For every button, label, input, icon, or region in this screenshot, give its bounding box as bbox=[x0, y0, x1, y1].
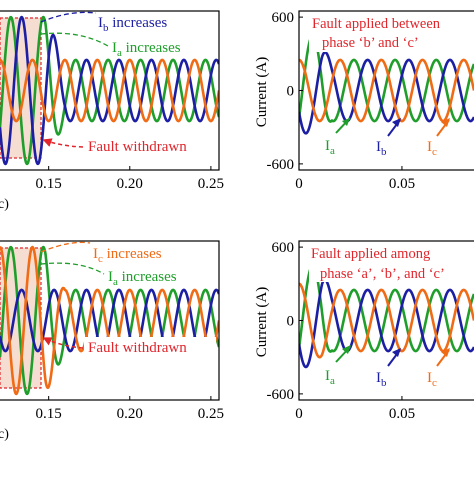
ia-leader-line bbox=[40, 262, 105, 275]
fault-withdrawn-arrow bbox=[42, 337, 84, 349]
fault-withdrawn-label: Fault withdrawn bbox=[88, 340, 187, 356]
series-line-ic bbox=[0, 58, 219, 123]
ib-arrow-head bbox=[392, 118, 401, 127]
series-line-ic bbox=[299, 58, 474, 123]
y-tick-label: 0 bbox=[287, 84, 295, 100]
y-tick-label: 600 bbox=[272, 10, 295, 26]
x-tick-label: 0.20 bbox=[117, 176, 143, 192]
ic-label: Ic bbox=[427, 370, 437, 389]
y-tick-label: -600 bbox=[267, 387, 295, 403]
fault-withdrawn-bg bbox=[84, 136, 216, 156]
x-axis-ticks: 0.15 0.20 0.25 bbox=[36, 396, 224, 422]
series-line-ia bbox=[299, 264, 474, 353]
x-tick-label: 0.05 bbox=[389, 406, 415, 422]
fault-withdrawn-arrow bbox=[42, 138, 84, 148]
series-line-ic bbox=[299, 282, 474, 359]
y-axis-label: Current (A) bbox=[254, 287, 270, 357]
x-axis-ticks: 0.15 0.20 0.25 bbox=[36, 166, 224, 192]
panel-top-left: 0.15 0.20 0.25 Ib increases Ia increases F… bbox=[0, 10, 224, 212]
series-line-ib bbox=[0, 288, 219, 353]
ib-label: Ib bbox=[376, 370, 387, 389]
ia-label: Ia bbox=[325, 138, 335, 157]
x-tick-label: 0.05 bbox=[389, 176, 415, 192]
ia-leader-line bbox=[40, 32, 109, 47]
y-tick-label: -600 bbox=[267, 157, 295, 173]
plot-frame bbox=[0, 10, 220, 171]
ic-arrow-head bbox=[441, 118, 450, 127]
ia-label: Ia bbox=[325, 368, 335, 387]
series-line-ib bbox=[299, 50, 474, 135]
title-bg bbox=[309, 12, 474, 52]
y-tick-label: 600 bbox=[272, 240, 295, 256]
x-tick-label: 0 bbox=[295, 406, 303, 422]
ic-increases-label: Ic increases bbox=[93, 246, 162, 265]
title-bg bbox=[309, 242, 474, 282]
fault-title-line1: Fault applied between bbox=[312, 16, 441, 32]
fault-withdrawn-label: Fault withdrawn bbox=[88, 139, 187, 155]
series-group bbox=[299, 264, 474, 369]
series-group bbox=[0, 15, 219, 166]
ia-increases-label: Ia increases bbox=[108, 269, 177, 288]
panel-bottom-left: 0.15 0.20 0.25 Ic increases Ia increases F… bbox=[0, 240, 224, 442]
ia-arrow-head bbox=[342, 345, 351, 354]
ic-arrow-head bbox=[441, 348, 450, 357]
series-group bbox=[299, 34, 474, 135]
fault-title-line2: phase ‘a’, ‘b’, and ‘c’ bbox=[320, 266, 445, 282]
x-tick-label: 0.20 bbox=[117, 406, 143, 422]
y-axis-label: Current (A) bbox=[254, 57, 270, 127]
x-tick-label: 0.15 bbox=[36, 176, 62, 192]
ic-leader-line bbox=[40, 241, 91, 253]
ib-label: Ib bbox=[376, 139, 387, 158]
ic-label: Ic bbox=[427, 139, 437, 158]
ib-leader-line bbox=[40, 11, 97, 23]
ib-arrow-head bbox=[392, 348, 401, 357]
ib-increases-label: Ib increases bbox=[98, 15, 167, 34]
series-line-ia bbox=[299, 34, 474, 123]
series-line-ib bbox=[299, 278, 474, 369]
y-tick-label: 0 bbox=[287, 314, 295, 330]
fault-withdrawn-bg bbox=[84, 337, 216, 357]
series-line-ib bbox=[0, 15, 219, 166]
x-tick-label: 0 bbox=[295, 176, 303, 192]
corner-label: c) bbox=[0, 427, 9, 442]
plot-frame bbox=[0, 240, 220, 401]
ia-arrow-head bbox=[342, 118, 350, 126]
series-line-ia bbox=[0, 245, 219, 396]
x-tick-label: 0.25 bbox=[198, 406, 224, 422]
fault-title-line2: phase ‘b’ and ‘c’ bbox=[322, 35, 419, 51]
ia-increases-label: Ia increases bbox=[112, 40, 181, 59]
fault-title-line1: Fault applied among bbox=[311, 246, 430, 262]
corner-label: c) bbox=[0, 197, 9, 212]
x-tick-label: 0.15 bbox=[36, 406, 62, 422]
x-tick-label: 0.25 bbox=[198, 176, 224, 192]
